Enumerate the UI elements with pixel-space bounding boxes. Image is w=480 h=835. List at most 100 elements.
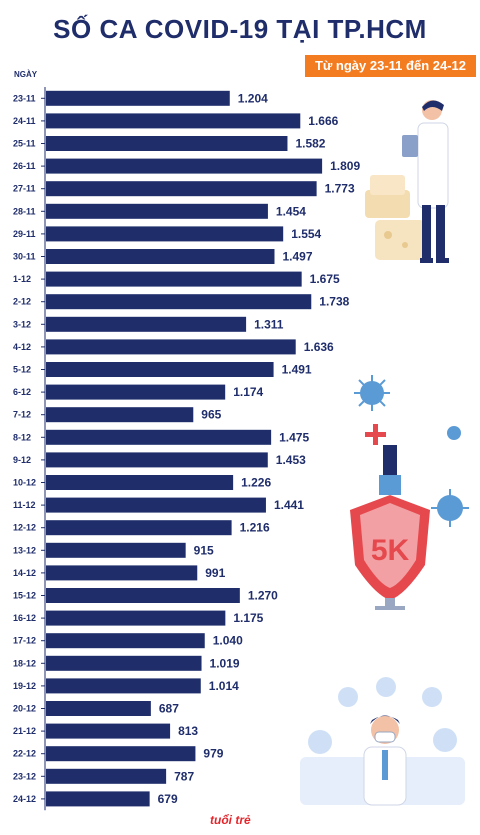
bar-15-12: [46, 588, 240, 603]
value-label: 1.491: [282, 363, 312, 377]
bar-13-12: [46, 542, 186, 558]
bar-8-12: [46, 429, 272, 445]
bar-18-12: [46, 655, 202, 671]
date-tick-label: 3-12: [13, 319, 31, 329]
date-tick-label: 20-12: [13, 704, 36, 714]
bar-4-12: [46, 339, 296, 355]
value-label: 979: [203, 747, 223, 761]
value-label: 1.311: [254, 317, 284, 331]
bar-7-12: [46, 407, 194, 423]
date-tick-label: 9-12: [13, 455, 31, 465]
bar-25-11: [46, 136, 288, 151]
value-label: 915: [194, 543, 214, 557]
value-label: 1.175: [233, 611, 263, 625]
value-label: 1.636: [304, 340, 334, 354]
value-label: 1.809: [330, 159, 360, 173]
date-tick-label: 10-12: [13, 478, 36, 488]
date-tick-label: 17-12: [13, 636, 36, 646]
bar-16-12: [46, 610, 226, 626]
value-label: 1.497: [282, 250, 312, 264]
value-label: 1.270: [248, 589, 278, 603]
date-tick-label: 7-12: [13, 410, 31, 420]
date-tick-label: 11-12: [13, 500, 36, 510]
date-tick-label: 29-11: [13, 229, 36, 239]
date-tick-label: 15-12: [13, 591, 36, 601]
bar-12-12: [46, 520, 232, 536]
value-label: 1.204: [238, 91, 268, 105]
value-label: 679: [158, 792, 178, 806]
value-label: 1.216: [240, 521, 270, 535]
date-tick-label: 24-12: [13, 794, 36, 804]
bar-1-12: [46, 271, 302, 287]
bar-23-12: [46, 768, 167, 784]
value-label: 1.040: [213, 634, 243, 648]
value-label: 965: [201, 408, 221, 422]
date-tick-label: 12-12: [13, 523, 36, 533]
date-tick-label: 19-12: [13, 681, 36, 691]
date-tick-label: 28-11: [13, 206, 36, 216]
value-label: 1.738: [319, 295, 349, 309]
value-label: 1.582: [295, 137, 325, 151]
bar-21-12: [46, 723, 171, 739]
date-tick-label: 16-12: [13, 613, 36, 623]
date-tick-label: 6-12: [13, 387, 31, 397]
masked-doctor-illustration: [300, 677, 465, 806]
date-tick-label: 21-12: [13, 726, 36, 736]
bar-30-11: [46, 249, 275, 264]
bar-3-12: [46, 316, 247, 332]
value-label: 687: [159, 702, 179, 716]
bar-6-12: [46, 384, 226, 400]
value-label: 1.174: [233, 385, 263, 399]
date-tick-label: 2-12: [13, 297, 31, 307]
date-tick-label: 8-12: [13, 432, 31, 442]
value-label: 1.226: [241, 476, 271, 490]
value-label: 787: [174, 769, 194, 783]
bar-26-11: [46, 158, 323, 174]
date-tick-label: 5-12: [13, 365, 31, 375]
bar-29-11: [46, 226, 284, 242]
doctor-illustration: [365, 100, 449, 263]
value-label: 1.441: [274, 498, 304, 512]
y-axis-label: NGÀY: [14, 70, 38, 79]
bar-24-11: [46, 113, 301, 129]
value-label: 1.014: [209, 679, 239, 693]
date-tick-label: 25-11: [13, 139, 36, 149]
bar-27-11: [46, 181, 317, 197]
date-tick-label: 13-12: [13, 545, 36, 555]
bar-11-12: [46, 497, 266, 513]
value-label: 1.454: [276, 204, 306, 218]
bar-14-12: [46, 565, 198, 581]
bar-9-12: [46, 452, 268, 468]
date-tick-label: 14-12: [13, 568, 36, 578]
bar-17-12: [46, 633, 205, 649]
bar-24-12: [46, 791, 150, 807]
date-tick-label: 23-11: [13, 93, 36, 103]
bar-2-12: [46, 294, 312, 310]
vaccine-shield-illustration: 5K: [350, 375, 469, 610]
bar-28-11: [46, 203, 268, 219]
bar-5-12: [46, 362, 274, 377]
date-tick-label: 26-11: [13, 161, 36, 171]
date-tick-label: 18-12: [13, 658, 36, 668]
value-label: 991: [205, 566, 225, 580]
date-tick-label: 27-11: [13, 184, 36, 194]
date-tick-label: 24-11: [13, 116, 36, 126]
date-tick-label: 1-12: [13, 274, 31, 284]
value-label: 1.773: [325, 182, 355, 196]
value-label: 1.019: [210, 656, 240, 670]
bar-19-12: [46, 678, 201, 694]
date-tick-label: 23-12: [13, 771, 36, 781]
bar-23-11: [46, 90, 230, 106]
brand-logo: tuổi trẻ: [210, 813, 251, 827]
page-title: SỐ CA COVID-19 TẠI TP.HCM: [53, 14, 427, 44]
value-label: 1.675: [310, 272, 340, 286]
value-label: 1.475: [279, 430, 309, 444]
bar-10-12: [46, 475, 234, 490]
value-label: 1.554: [291, 227, 321, 241]
date-tick-label: 4-12: [13, 342, 31, 352]
svg-text:5K: 5K: [371, 534, 410, 567]
date-tick-label: 22-12: [13, 749, 36, 759]
value-label: 813: [178, 724, 198, 738]
value-label: 1.666: [308, 114, 338, 128]
